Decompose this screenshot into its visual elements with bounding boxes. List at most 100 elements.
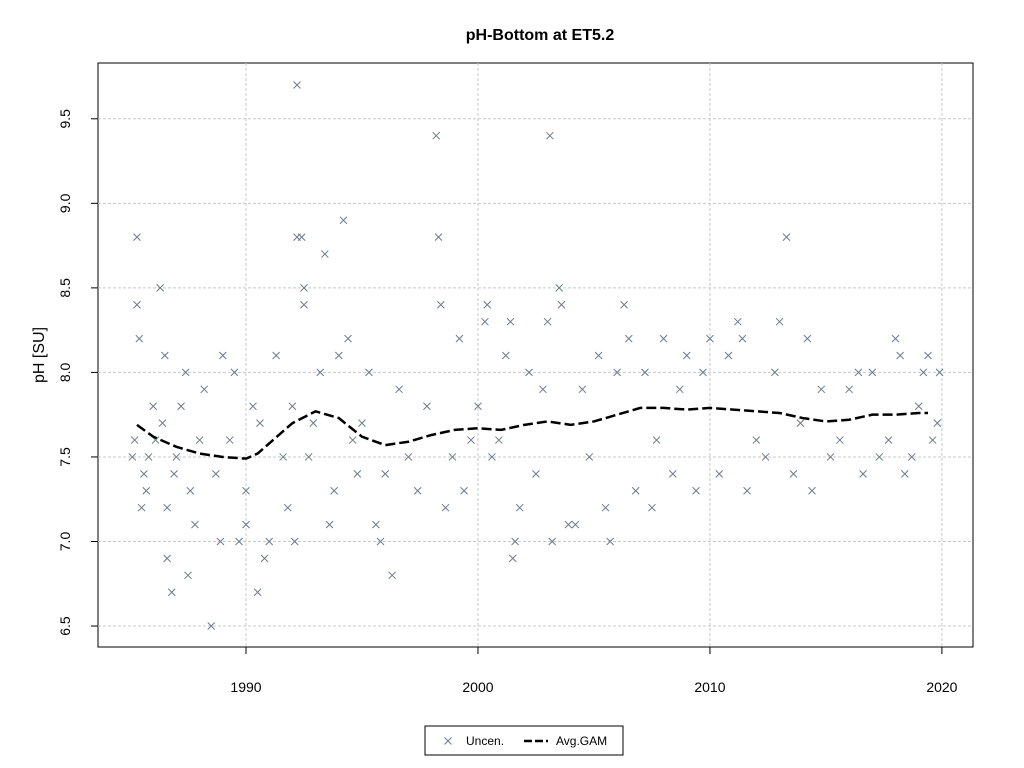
data-point — [133, 300, 141, 309]
data-point — [555, 284, 564, 292]
data-point — [859, 470, 867, 478]
data-point — [404, 453, 413, 461]
data-point — [253, 588, 262, 597]
data-point — [242, 520, 250, 529]
data-point — [761, 453, 770, 461]
data-point — [265, 537, 274, 546]
legend-label: Avg.GAM — [556, 734, 607, 748]
data-point — [854, 368, 863, 377]
data-point — [648, 503, 656, 512]
data-point — [488, 453, 496, 461]
data-point — [211, 470, 220, 478]
data-point — [585, 453, 594, 461]
data-point — [775, 317, 784, 326]
data-point — [381, 470, 390, 478]
data-point — [191, 520, 199, 529]
data-point — [743, 486, 751, 495]
data-point — [868, 368, 877, 377]
data-point — [706, 334, 714, 343]
data-point — [539, 385, 547, 394]
data-point — [135, 334, 144, 343]
data-point — [692, 486, 700, 495]
data-point — [506, 317, 515, 326]
data-point — [283, 503, 292, 512]
data-point — [935, 368, 944, 377]
data-point — [548, 537, 557, 546]
data-point — [309, 419, 318, 427]
data-point — [216, 537, 225, 546]
data-point — [158, 419, 167, 427]
data-point — [928, 436, 937, 444]
data-point — [789, 470, 798, 478]
data-point — [230, 368, 239, 377]
data-point — [578, 385, 587, 394]
data-point — [525, 368, 533, 377]
y-tick-label: 9.0 — [57, 193, 73, 213]
data-point — [225, 436, 234, 444]
data-point — [272, 351, 281, 360]
data-point — [140, 470, 148, 478]
data-point — [919, 368, 928, 377]
data-point — [891, 334, 900, 343]
data-point — [460, 486, 468, 495]
data-point — [682, 351, 691, 360]
x-tick-label: 2000 — [462, 679, 493, 695]
data-point — [184, 571, 192, 580]
data-point — [900, 470, 909, 478]
data-point — [365, 368, 373, 377]
data-point — [601, 503, 610, 512]
x-tick-label: 1990 — [230, 679, 261, 695]
data-point — [659, 334, 668, 343]
data-point — [434, 233, 443, 242]
data-point — [606, 537, 615, 546]
data-point — [300, 300, 308, 309]
data-point — [437, 300, 445, 309]
data-point — [423, 402, 431, 411]
data-point — [279, 453, 287, 461]
data-point — [455, 334, 464, 343]
data-point — [413, 486, 422, 495]
data-point — [200, 385, 209, 394]
data-point — [467, 436, 475, 444]
data-point — [330, 486, 339, 495]
data-point — [260, 554, 269, 563]
data-point — [835, 436, 844, 444]
data-point — [845, 385, 853, 394]
data-point — [293, 81, 301, 89]
data-point — [304, 453, 313, 461]
data-point — [297, 233, 306, 242]
data-point — [803, 334, 812, 343]
x-tick-label: 2010 — [694, 679, 725, 695]
data-point — [144, 453, 153, 461]
data-point — [771, 368, 779, 377]
data-point — [624, 334, 633, 343]
data-point — [557, 300, 566, 309]
data-point — [808, 486, 816, 495]
data-point — [321, 250, 329, 258]
data-point — [652, 436, 661, 444]
data-point — [376, 537, 385, 546]
data-point — [933, 419, 942, 427]
y-axis-label: pH [SU] — [31, 327, 48, 383]
data-point — [914, 402, 923, 411]
data-point — [334, 351, 343, 360]
data-point — [207, 622, 216, 630]
data-point — [896, 351, 905, 360]
data-point — [256, 419, 264, 427]
data-point — [242, 486, 250, 495]
legend-marker — [444, 737, 452, 745]
data-point — [448, 453, 457, 461]
data-point — [218, 351, 227, 360]
data-point — [290, 537, 299, 546]
data-point — [170, 470, 178, 478]
data-point — [543, 317, 552, 326]
data-point — [501, 351, 510, 360]
data-point — [675, 385, 684, 394]
y-tick-label: 8.0 — [57, 362, 73, 382]
data-point — [344, 334, 352, 343]
data-point — [508, 554, 517, 563]
data-point — [738, 334, 747, 343]
data-point — [724, 351, 733, 360]
